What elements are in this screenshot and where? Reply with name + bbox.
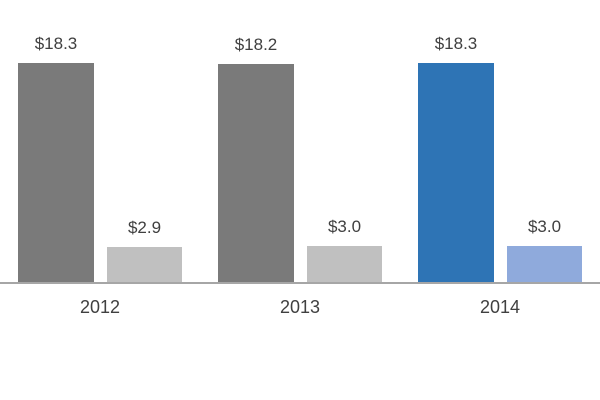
bar-value-label: $18.2 [234, 35, 278, 54]
bar-2013-large-value [218, 64, 294, 282]
category-label: 2012 [79, 297, 121, 317]
category-label: 2014 [479, 297, 521, 317]
bar-value-label: $18.3 [34, 34, 78, 53]
bar-value-label: $3.0 [527, 217, 562, 236]
bar-value-label: $18.3 [434, 34, 478, 53]
bar-2014-large-value [418, 63, 494, 282]
bar-value-label: $2.9 [127, 218, 162, 237]
x-axis-line [0, 282, 600, 284]
bar-2012-small-value [107, 247, 182, 282]
bar-value-label: $3.0 [327, 217, 362, 236]
category-label: 2013 [279, 297, 321, 317]
bar-2014-small-value [507, 246, 582, 282]
bar-2012-large-value [18, 63, 94, 282]
bar-2013-small-value [307, 246, 382, 282]
